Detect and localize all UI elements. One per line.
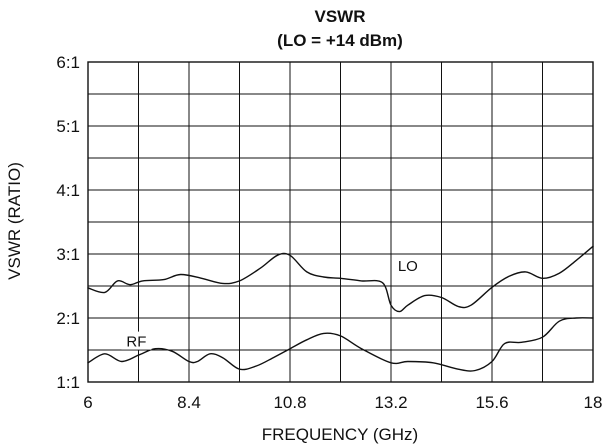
chart-title: VSWR — [315, 7, 366, 26]
x-tick-label: 13.2 — [374, 393, 407, 412]
series-label-rf: RF — [126, 334, 146, 351]
x-tick-label: 18 — [584, 393, 603, 412]
x-tick-label: 10.8 — [273, 393, 306, 412]
x-axis-label: FREQUENCY (GHz) — [262, 425, 418, 444]
x-tick-label: 6 — [83, 393, 92, 412]
series-label-bg-lo — [392, 256, 423, 275]
series-label-bg-rf — [121, 331, 152, 350]
tick-labels: 6 8.4 10.8 13.2 15.6 18 1:1 2:1 3:1 4:1 5:1 6:1 — [56, 53, 602, 412]
series-lines — [87, 245, 594, 372]
series-annotations: LO RF — [121, 256, 423, 351]
series-label-lo: LO — [398, 258, 418, 275]
y-tick-label: 5:1 — [56, 117, 80, 136]
x-tick-label: 8.4 — [177, 393, 201, 412]
y-axis-label: VSWR (RATIO) — [5, 162, 24, 280]
grid — [87, 61, 594, 383]
y-tick-label: 3:1 — [56, 245, 80, 264]
y-tick-label: 4:1 — [56, 181, 80, 200]
series-line-lo — [87, 245, 594, 313]
y-tick-label: 2:1 — [56, 309, 80, 328]
y-tick-label: 1:1 — [56, 373, 80, 392]
series-line-rf — [87, 317, 594, 372]
plot-frame — [87, 61, 594, 383]
y-tick-label: 6:1 — [56, 53, 80, 72]
chart-subtitle: (LO = +14 dBm) — [277, 31, 403, 50]
x-tick-label: 15.6 — [475, 393, 508, 412]
